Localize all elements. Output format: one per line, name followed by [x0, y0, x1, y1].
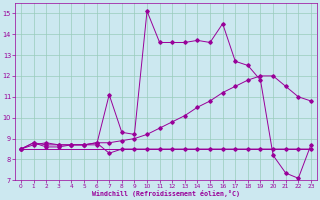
- X-axis label: Windchill (Refroidissement éolien,°C): Windchill (Refroidissement éolien,°C): [92, 190, 240, 197]
